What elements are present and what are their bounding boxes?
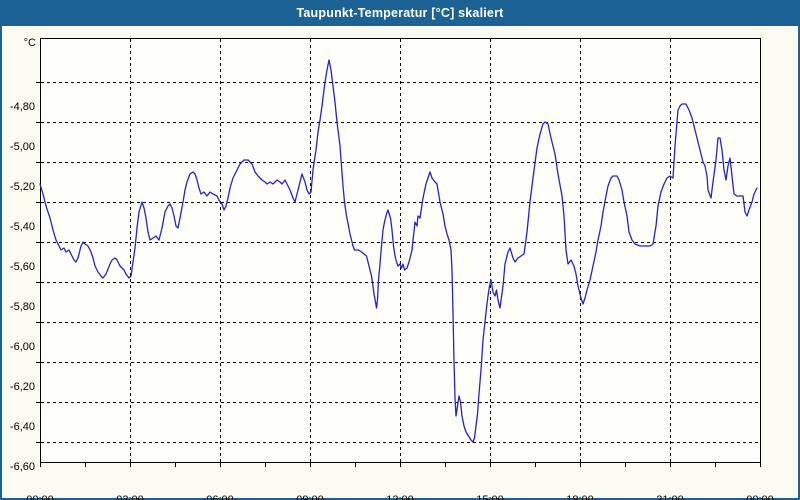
y-tick-label: -6,00 [9, 341, 35, 353]
y-tick-label: -5,00 [9, 141, 35, 153]
y-tick-label: -4,80 [9, 101, 35, 113]
x-tick-time: 12:00 [386, 494, 414, 500]
x-tick-label: 21:0008.03.22 [630, 494, 710, 500]
x-tick-time: 03:00 [116, 494, 144, 500]
x-tick-time: 00:00 [26, 494, 54, 500]
chart-area: °C -4,80 -5,00 -5,20 -5,40 -5,60 -5,80 -6,00 -6… [0, 26, 800, 500]
series-line [39, 59, 758, 443]
y-tick-label: -5,40 [9, 221, 35, 233]
x-tick-time: 00:00 [746, 494, 774, 500]
y-tick-label: -5,60 [9, 261, 35, 273]
x-tick-time: 09:00 [296, 494, 324, 500]
x-tick-label: 06:0008.03.22 [180, 494, 260, 500]
y-tick-label: -6,20 [9, 381, 35, 393]
x-tick-time: 06:00 [206, 494, 234, 500]
y-tick-label: -6,40 [9, 421, 35, 433]
y-axis-unit-label: °C [23, 37, 36, 49]
x-tick-label: 00:0008.03.22 [0, 494, 80, 500]
x-tick-label: 12:0008.03.22 [360, 494, 440, 500]
chart-title-bar: Taupunkt-Temperatur [°C] skaliert [0, 0, 800, 26]
x-tick-time: 18:00 [566, 494, 594, 500]
x-tick-time: 21:00 [656, 494, 684, 500]
x-tick-label: 09:0008.03.22 [270, 494, 350, 500]
y-tick-label: -5,20 [9, 181, 35, 193]
y-tick-label: -5,80 [9, 301, 35, 313]
y-tick-label: -6,60 [9, 461, 35, 473]
x-tick-label: 15:0008.03.22 [450, 494, 530, 500]
x-tick-label: 18:0008.03.22 [540, 494, 620, 500]
plot-canvas [36, 38, 761, 467]
x-tick-label: 03:0008.03.22 [90, 494, 170, 500]
x-tick-time: 15:00 [476, 494, 504, 500]
